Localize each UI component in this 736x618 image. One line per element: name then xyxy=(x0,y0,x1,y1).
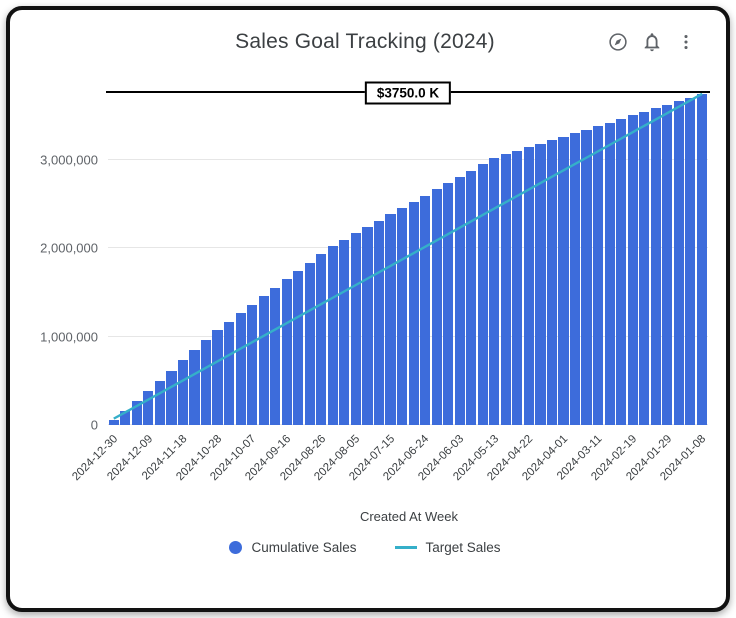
bar[interactable] xyxy=(143,390,154,425)
y-tick-label: 2,000,000 xyxy=(40,240,98,256)
legend: Cumulative Sales Target Sales xyxy=(20,540,710,555)
bar[interactable] xyxy=(569,133,581,425)
bar-series xyxy=(108,80,708,425)
bar[interactable] xyxy=(420,195,431,425)
bar[interactable] xyxy=(650,108,661,425)
x-tick-labels: 2024-12-30 2024-12-09 2024-11-18 2024-10-28… xyxy=(70,425,709,507)
bar[interactable] xyxy=(327,245,338,425)
bar[interactable] xyxy=(500,154,511,425)
bar[interactable] xyxy=(281,279,292,425)
y-tick-label: 1,000,000 xyxy=(40,329,98,345)
bar[interactable] xyxy=(396,208,408,425)
page-title: Sales Goal Tracking (2024) xyxy=(235,30,495,53)
bar[interactable] xyxy=(247,304,258,425)
bar[interactable] xyxy=(639,111,650,425)
bar[interactable] xyxy=(108,419,119,425)
x-axis-title: Created At Week xyxy=(359,509,459,524)
gridline xyxy=(108,424,708,425)
bar[interactable] xyxy=(535,143,546,425)
legend-label: Cumulative Sales xyxy=(251,540,357,555)
bar[interactable] xyxy=(627,115,638,425)
bar[interactable] xyxy=(604,122,615,425)
bar[interactable] xyxy=(477,164,488,425)
bar[interactable] xyxy=(558,136,569,425)
chart-card: Sales Goal Tracking (2024) xyxy=(6,6,730,612)
bar[interactable] xyxy=(293,271,304,425)
plot-area: $3750.0 K xyxy=(106,80,710,425)
reference-label: $3750.0 K xyxy=(364,81,452,105)
chart: 0 1,000,000 2,000,000 3,000,000 $3750.0 K xyxy=(20,80,710,433)
bar[interactable] xyxy=(523,147,534,425)
bar[interactable] xyxy=(350,233,361,425)
legend-label: Target Sales xyxy=(425,540,501,555)
bar[interactable] xyxy=(200,340,212,425)
y-axis: 0 1,000,000 2,000,000 3,000,000 xyxy=(20,80,108,432)
bar[interactable] xyxy=(224,321,235,425)
bar[interactable] xyxy=(662,104,673,425)
legend-item[interactable]: Cumulative Sales xyxy=(229,540,357,555)
bar[interactable] xyxy=(339,239,350,425)
more-vert-kebab-icon[interactable] xyxy=(672,28,700,56)
bar[interactable] xyxy=(235,313,246,425)
bar[interactable] xyxy=(673,101,684,425)
bar[interactable] xyxy=(489,157,500,425)
bar[interactable] xyxy=(385,214,396,425)
explore-compass-icon[interactable] xyxy=(604,28,632,56)
bar[interactable] xyxy=(546,140,558,425)
bar[interactable] xyxy=(258,296,269,425)
bar[interactable] xyxy=(270,287,281,425)
bar[interactable] xyxy=(581,129,592,425)
bar[interactable] xyxy=(443,183,454,425)
legend-circle-marker-icon xyxy=(229,541,243,554)
bar[interactable] xyxy=(166,370,177,425)
legend-item[interactable]: Target Sales xyxy=(394,540,501,555)
bar[interactable] xyxy=(189,350,200,425)
bar[interactable] xyxy=(685,97,696,425)
notifications-bell-icon[interactable] xyxy=(638,28,666,56)
bar[interactable] xyxy=(512,150,523,425)
bar[interactable] xyxy=(616,119,627,425)
bar[interactable] xyxy=(593,126,604,425)
y-tick-label: 0 xyxy=(90,417,98,433)
bar[interactable] xyxy=(304,262,315,425)
bar[interactable] xyxy=(373,220,385,425)
bar[interactable] xyxy=(696,94,707,425)
bar[interactable] xyxy=(177,360,189,425)
bar[interactable] xyxy=(154,380,165,425)
bar[interactable] xyxy=(408,201,419,425)
bar[interactable] xyxy=(212,329,223,425)
legend-line-marker-icon xyxy=(394,546,417,549)
bar[interactable] xyxy=(316,254,327,425)
toolbar xyxy=(604,28,700,56)
card-header: Sales Goal Tracking (2024) xyxy=(20,20,710,66)
bar[interactable] xyxy=(362,227,373,425)
bar[interactable] xyxy=(454,176,465,425)
x-axis: 2024-12-30 2024-12-09 2024-11-18 2024-10-28… xyxy=(20,425,710,507)
y-tick-label: 3,000,000 xyxy=(40,152,98,168)
bar[interactable] xyxy=(120,411,131,425)
bar[interactable] xyxy=(131,401,142,425)
bar[interactable] xyxy=(431,189,442,425)
bar[interactable] xyxy=(466,170,477,425)
